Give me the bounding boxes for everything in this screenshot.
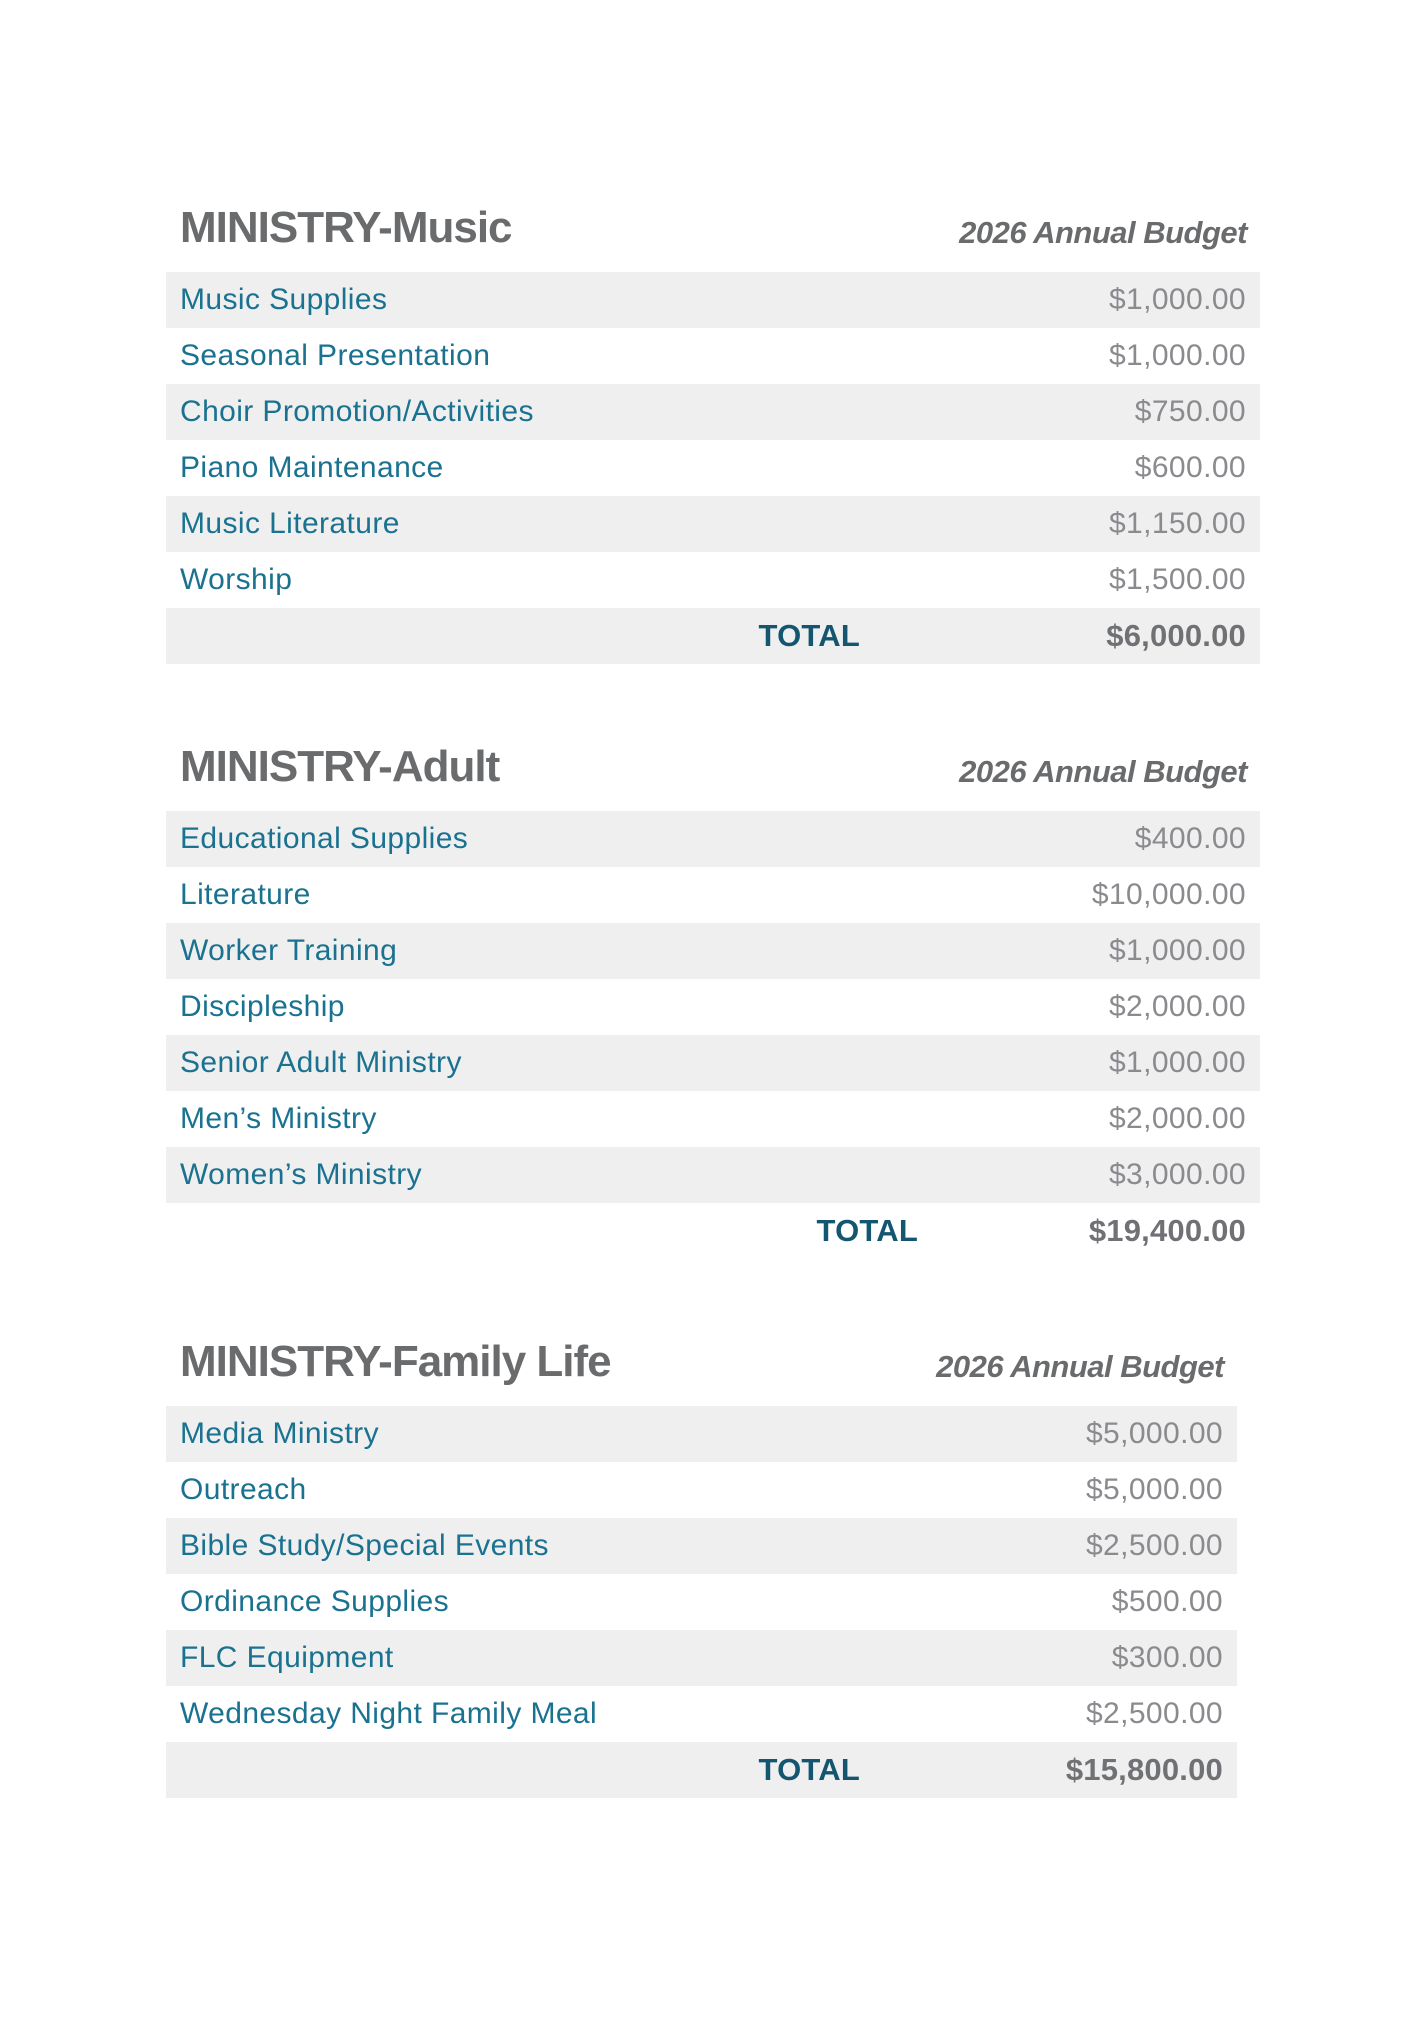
- line-item-label: Women’s Ministry: [180, 1158, 423, 1191]
- line-item-label: Choir Promotion/Activities: [180, 395, 534, 428]
- table-row: Music Literature $1,150.00: [166, 496, 1260, 552]
- table-row: Discipleship $2,000.00: [166, 979, 1260, 1035]
- table-row: Wednesday Night Family Meal $2,500.00: [166, 1686, 1237, 1742]
- line-item-amount: $1,000.00: [1108, 934, 1246, 967]
- total-row: TOTAL $6,000.00: [166, 608, 1260, 664]
- line-item-amount: $1,000.00: [1108, 283, 1246, 316]
- line-item-label: Media Ministry: [180, 1417, 379, 1450]
- section-title: MINISTRY-Adult: [180, 742, 500, 791]
- line-item-amount: $1,000.00: [1108, 339, 1246, 372]
- line-item-label: Outreach: [180, 1473, 307, 1506]
- table-row: Men’s Ministry $2,000.00: [166, 1091, 1260, 1147]
- section-title: MINISTRY-Family Life: [180, 1337, 612, 1386]
- table-row: Ordinance Supplies $500.00: [166, 1574, 1237, 1630]
- total-amount: $19,400.00: [1088, 1213, 1246, 1248]
- table-row: Worship $1,500.00: [166, 552, 1260, 608]
- table-row: FLC Equipment $300.00: [166, 1630, 1237, 1686]
- line-item-label: Literature: [180, 878, 311, 911]
- budget-table: Educational Supplies $400.00 Literature …: [166, 811, 1260, 1259]
- total-label: TOTAL: [758, 1752, 860, 1787]
- line-item-label: Educational Supplies: [180, 822, 469, 855]
- line-item-amount: $10,000.00: [1091, 878, 1246, 911]
- line-item-amount: $600.00: [1134, 451, 1246, 484]
- line-item-amount: $1,150.00: [1108, 507, 1246, 540]
- line-item-amount: $1,500.00: [1108, 563, 1246, 596]
- section-title: MINISTRY-Music: [180, 203, 513, 252]
- section-ministry-adult: MINISTRY-Adult 2026 Annual Budget Educat…: [166, 744, 1260, 1259]
- section-header: MINISTRY-Adult 2026 Annual Budget: [166, 744, 1260, 789]
- section-header: MINISTRY-Music 2026 Annual Budget: [166, 205, 1260, 250]
- total-label: TOTAL: [816, 1213, 918, 1248]
- line-item-amount: $5,000.00: [1085, 1417, 1223, 1450]
- table-row: Educational Supplies $400.00: [166, 811, 1260, 867]
- line-item-amount: $750.00: [1134, 395, 1246, 428]
- section-ministry-music: MINISTRY-Music 2026 Annual Budget Music …: [166, 205, 1260, 664]
- table-row: Piano Maintenance $600.00: [166, 440, 1260, 496]
- line-item-label: Men’s Ministry: [180, 1102, 377, 1135]
- line-item-amount: $500.00: [1111, 1585, 1223, 1618]
- total-label: TOTAL: [758, 618, 860, 653]
- budget-document-page: MINISTRY-Music 2026 Annual Budget Music …: [166, 205, 1260, 1878]
- line-item-amount: $2,000.00: [1108, 1102, 1246, 1135]
- section-header: MINISTRY-Family Life 2026 Annual Budget: [166, 1339, 1237, 1384]
- budget-column-header: 2026 Annual Budget: [936, 1349, 1224, 1384]
- total-row: TOTAL $19,400.00: [166, 1203, 1260, 1259]
- total-amount: $6,000.00: [1106, 618, 1246, 653]
- total-row: TOTAL $15,800.00: [166, 1742, 1237, 1798]
- table-row: Music Supplies $1,000.00: [166, 272, 1260, 328]
- line-item-amount: $400.00: [1134, 822, 1246, 855]
- line-item-label: Music Supplies: [180, 283, 388, 316]
- line-item-label: Bible Study/Special Events: [180, 1529, 549, 1562]
- total-amount: $15,800.00: [1065, 1752, 1223, 1787]
- section-ministry-family-life: MINISTRY-Family Life 2026 Annual Budget …: [166, 1339, 1237, 1798]
- table-row: Worker Training $1,000.00: [166, 923, 1260, 979]
- budget-column-header: 2026 Annual Budget: [959, 215, 1247, 250]
- table-row: Media Ministry $5,000.00: [166, 1406, 1237, 1462]
- line-item-label: Worker Training: [180, 934, 398, 967]
- line-item-label: Wednesday Night Family Meal: [180, 1697, 598, 1730]
- table-row: Women’s Ministry $3,000.00: [166, 1147, 1260, 1203]
- table-row: Seasonal Presentation $1,000.00: [166, 328, 1260, 384]
- table-row: Outreach $5,000.00: [166, 1462, 1237, 1518]
- line-item-label: Piano Maintenance: [180, 451, 444, 484]
- line-item-amount: $1,000.00: [1108, 1046, 1246, 1079]
- line-item-amount: $2,000.00: [1108, 990, 1246, 1023]
- line-item-label: FLC Equipment: [180, 1641, 394, 1674]
- table-row: Literature $10,000.00: [166, 867, 1260, 923]
- line-item-amount: $2,500.00: [1085, 1529, 1223, 1562]
- line-item-label: Ordinance Supplies: [180, 1585, 450, 1618]
- table-row: Bible Study/Special Events $2,500.00: [166, 1518, 1237, 1574]
- line-item-amount: $2,500.00: [1085, 1697, 1223, 1730]
- line-item-label: Senior Adult Ministry: [180, 1046, 462, 1079]
- line-item-label: Discipleship: [180, 990, 345, 1023]
- line-item-label: Seasonal Presentation: [180, 339, 491, 372]
- budget-column-header: 2026 Annual Budget: [959, 754, 1247, 789]
- line-item-amount: $3,000.00: [1108, 1158, 1246, 1191]
- line-item-label: Music Literature: [180, 507, 400, 540]
- line-item-amount: $300.00: [1111, 1641, 1223, 1674]
- budget-table: Media Ministry $5,000.00 Outreach $5,000…: [166, 1406, 1237, 1798]
- line-item-amount: $5,000.00: [1085, 1473, 1223, 1506]
- budget-table: Music Supplies $1,000.00 Seasonal Presen…: [166, 272, 1260, 664]
- line-item-label: Worship: [180, 563, 293, 596]
- table-row: Choir Promotion/Activities $750.00: [166, 384, 1260, 440]
- table-row: Senior Adult Ministry $1,000.00: [166, 1035, 1260, 1091]
